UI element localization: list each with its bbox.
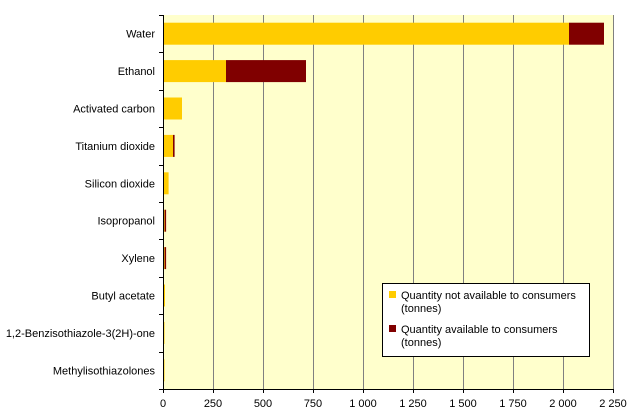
x-tick-label: 0 (160, 398, 166, 410)
bar-not-available (163, 172, 169, 195)
x-tick-label: 750 (304, 398, 322, 410)
legend-label-available-unit: (tonnes) (401, 337, 441, 349)
category-label: Methylisothiazolones (53, 365, 156, 377)
x-tick-labels: 0 250 500 750 1 000 1 250 1 500 1 750 2 000 2 250 (160, 398, 627, 410)
bar-not-available (163, 60, 226, 83)
x-tick-label: 250 (204, 398, 222, 410)
bar-not-available (163, 22, 569, 45)
category-label: Isopropanol (98, 216, 156, 228)
bar-not-available (163, 97, 182, 120)
category-label: Water (126, 29, 155, 41)
x-tick-label: 1 750 (499, 398, 527, 410)
legend-swatch-not-available (389, 291, 396, 298)
legend: Quantity not available to consumers (ton… (382, 283, 590, 357)
x-tick-label: 1 250 (399, 398, 427, 410)
bar-available (164, 247, 167, 270)
bar-available (569, 22, 604, 45)
legend-label-available: Quantity available to consumers (401, 324, 558, 336)
category-label: Titanium dioxide (75, 141, 155, 153)
category-label: Ethanol (118, 66, 155, 78)
legend-box (382, 283, 590, 357)
legend-label-not-available-unit: (tonnes) (401, 303, 441, 315)
category-labels: Water Ethanol Activated carbon Titanium dio… (6, 29, 156, 378)
category-label: Silicon dioxide (85, 178, 155, 190)
legend-swatch-available (389, 325, 396, 332)
bar-available (164, 209, 167, 232)
bar-not-available (163, 134, 173, 157)
category-label: Butyl acetate (91, 291, 155, 303)
category-label: Xylene (121, 253, 155, 265)
x-tick-label: 500 (254, 398, 272, 410)
axes (159, 15, 614, 393)
category-label: Activated carbon (73, 104, 155, 116)
bar-available (173, 134, 175, 157)
bar-available (226, 60, 306, 83)
x-tick-label: 1 500 (449, 398, 477, 410)
category-label: 1,2-Benzisothiazole-3(2H)-one (6, 328, 155, 340)
x-tick-label: 1 000 (349, 398, 377, 410)
x-tick-label: 2 250 (599, 398, 627, 410)
legend-label-not-available: Quantity not available to consumers (401, 290, 576, 302)
x-tick-label: 2 000 (549, 398, 577, 410)
